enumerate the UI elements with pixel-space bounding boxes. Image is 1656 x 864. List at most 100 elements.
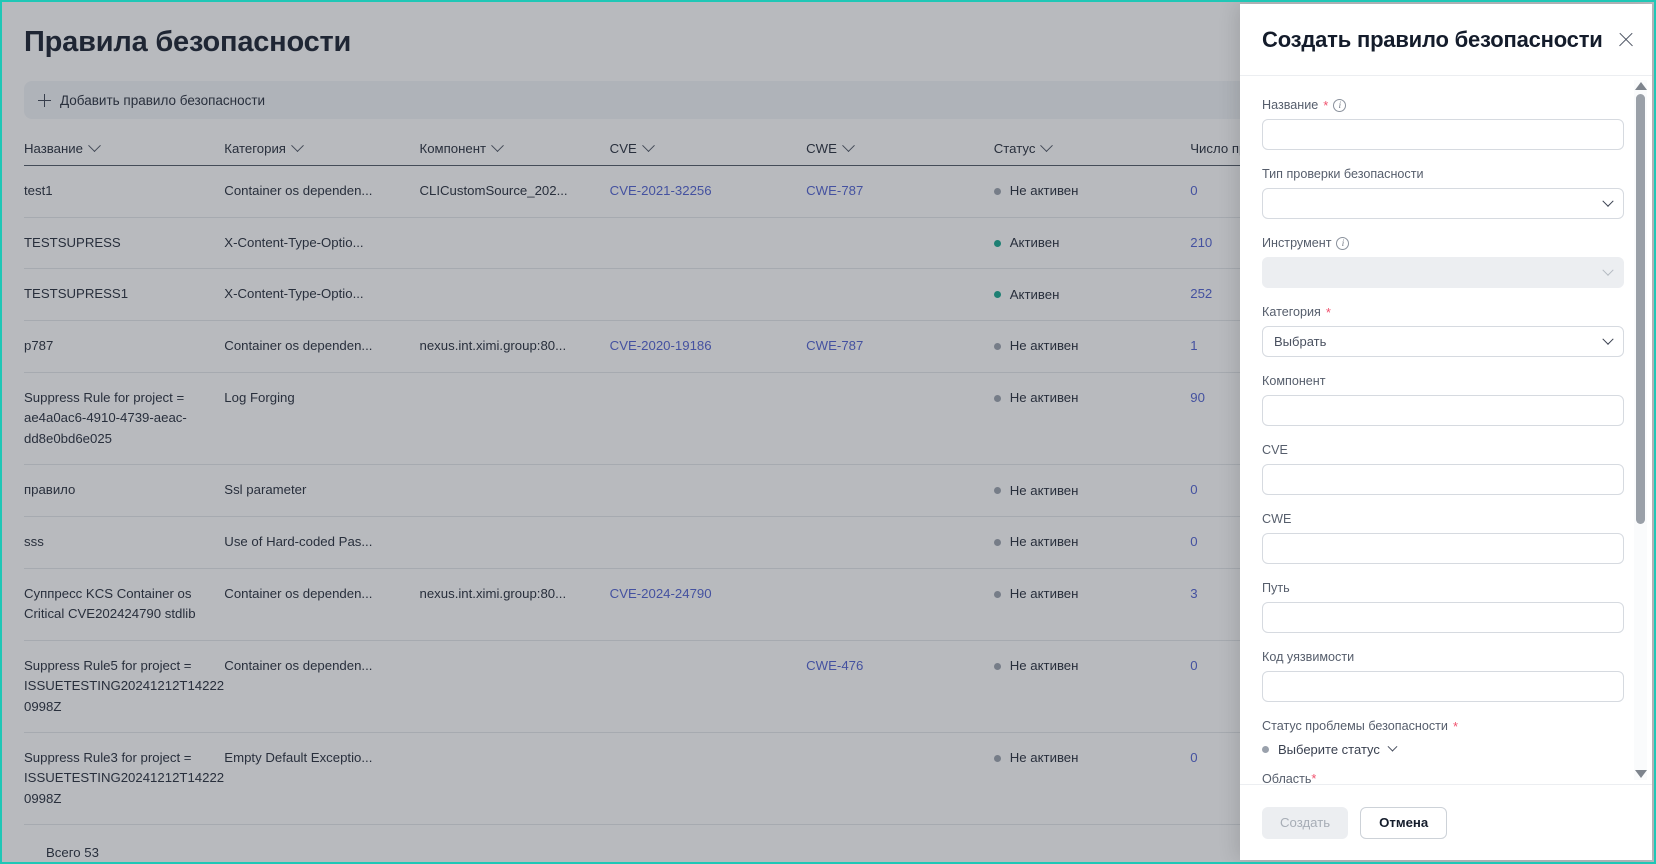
panel-scrollbar[interactable]	[1634, 80, 1647, 780]
cell-category: Container os dependen...	[224, 568, 420, 641]
info-icon[interactable]: i	[1336, 236, 1350, 250]
field-tool-label-text: Инструмент	[1262, 236, 1332, 250]
cell-cve: CVE-2024-24790	[609, 568, 807, 641]
status-dot-icon	[993, 291, 1001, 299]
column-header-cve[interactable]: CVE	[609, 139, 807, 166]
status-label: Не активен	[1009, 390, 1079, 406]
cell-cve	[609, 268, 807, 322]
cell-category: Empty Default Exceptio...	[224, 732, 420, 826]
cve-input[interactable]	[1262, 464, 1624, 495]
column-header-name[interactable]: Название	[24, 139, 225, 166]
status-badge: Не активен	[993, 584, 1078, 604]
column-header-component[interactable]: Компонент	[419, 139, 610, 166]
required-marker: *	[1452, 718, 1459, 734]
field-category: Категория * Выбрать	[1262, 305, 1624, 357]
cell-name: TESTSUPRESS1	[24, 268, 225, 322]
rule-usage-link[interactable]: 0	[1190, 183, 1198, 198]
cell-cwe	[806, 372, 994, 466]
component-input[interactable]	[1262, 395, 1624, 426]
column-header-category[interactable]: Категория	[224, 139, 420, 166]
category-value: Выбрать	[1274, 334, 1327, 349]
page-title: Правила безопасности	[24, 26, 352, 58]
field-issue-status: Статус проблемы безопасности * Выберите с…	[1262, 719, 1624, 758]
column-header-name-label: Название	[24, 141, 83, 156]
tool-select	[1262, 257, 1624, 288]
cwe-input[interactable]	[1262, 533, 1624, 564]
rule-cve-link[interactable]: CVE-2021-32256	[609, 183, 712, 198]
status-dot-icon	[993, 343, 1001, 351]
field-issue-status-label-text: Статус проблемы безопасности	[1262, 719, 1448, 733]
field-cve: CVE	[1262, 443, 1624, 495]
rule-usage-link[interactable]: 252	[1190, 286, 1213, 302]
cell-cwe	[806, 268, 994, 322]
rule-cve-link[interactable]: CVE-2020-19186	[609, 338, 712, 354]
cell-cve	[609, 217, 807, 270]
rule-usage-link[interactable]: 210	[1190, 234, 1213, 250]
status-badge: Не активен	[993, 481, 1078, 501]
rule-usage-link[interactable]: 0	[1190, 534, 1198, 550]
status-dot-icon	[993, 394, 1001, 402]
cell-status: Не активен	[993, 165, 1191, 218]
cell-name: test1	[24, 165, 225, 218]
scroll-down-arrow-icon[interactable]	[1634, 770, 1647, 778]
cell-component	[419, 464, 610, 518]
column-header-status[interactable]: Статус	[993, 139, 1191, 166]
cell-component	[419, 217, 610, 270]
rule-name-text: Суппресс KCS Container os Critical CVE20…	[24, 585, 196, 622]
rule-usage-link[interactable]: 0	[1190, 657, 1198, 673]
scrollbar-thumb[interactable]	[1636, 94, 1645, 524]
rule-name-text: p787	[24, 338, 54, 354]
cell-status: Не активен	[993, 372, 1191, 466]
cell-name: Suppress Rule for project = ae4a0ac6-491…	[24, 372, 225, 466]
cell-cwe: CWE-787	[806, 165, 994, 218]
rule-cwe-link[interactable]: CWE-476	[806, 657, 864, 673]
rule-cwe-link[interactable]: CWE-787	[806, 338, 864, 354]
rule-name-text: TESTSUPRESS1	[24, 286, 129, 302]
cell-component	[419, 640, 610, 734]
cell-status: Не активен	[993, 516, 1191, 569]
rule-usage-link[interactable]: 90	[1190, 389, 1205, 405]
required-marker: *	[1311, 772, 1317, 784]
info-icon[interactable]: i	[1333, 98, 1347, 112]
check-type-select[interactable]	[1262, 188, 1624, 219]
cell-status: Не активен	[993, 640, 1191, 734]
panel-header: Создать правило безопасности	[1240, 4, 1652, 76]
rule-cwe-link[interactable]: CWE-787	[806, 183, 864, 198]
field-category-label-text: Категория	[1262, 305, 1321, 319]
field-cve-label: CVE	[1262, 443, 1624, 457]
status-badge: Не активен	[993, 181, 1078, 201]
rule-usage-link[interactable]: 3	[1190, 585, 1198, 601]
status-dot-icon	[993, 662, 1001, 670]
field-name: Название * i	[1262, 98, 1624, 150]
rule-name-text: Suppress Rule5 for project = ISSUETESTIN…	[24, 657, 225, 714]
status-badge: Активен	[993, 285, 1059, 305]
create-button[interactable]: Создать	[1262, 806, 1349, 839]
issue-status-select[interactable]: Выберите статус	[1262, 740, 1398, 757]
status-badge: Не активен	[993, 532, 1078, 552]
cell-status: Не активен	[993, 464, 1191, 518]
cell-component	[419, 732, 610, 826]
add-security-rule-button[interactable]: Добавить правило безопасности	[38, 93, 265, 108]
rule-usage-link[interactable]: 0	[1190, 482, 1198, 498]
scroll-up-arrow-icon[interactable]	[1634, 82, 1647, 90]
cell-name: Suppress Rule3 for project = ISSUETESTIN…	[24, 732, 225, 826]
chevron-down-icon	[1602, 195, 1614, 207]
name-input[interactable]	[1262, 119, 1624, 150]
category-select[interactable]: Выбрать	[1262, 326, 1624, 357]
path-input[interactable]	[1262, 602, 1624, 633]
status-dot-icon	[993, 755, 1001, 763]
field-vulnerability-code: Код уязвимости	[1262, 650, 1624, 702]
rule-cve-link[interactable]: CVE-2024-24790	[609, 585, 712, 601]
rule-usage-link[interactable]: 1	[1190, 338, 1198, 354]
cancel-button[interactable]: Отмена	[1360, 806, 1448, 839]
cell-cwe: CWE-787	[806, 320, 994, 373]
cell-component: CLICustomSource_202...	[419, 165, 610, 218]
vulnerability-code-input[interactable]	[1262, 671, 1624, 702]
rule-name-text: Suppress Rule for project = ae4a0ac6-491…	[24, 389, 187, 446]
column-header-cwe[interactable]: CWE	[806, 139, 994, 166]
field-scope-label: Область*	[1262, 772, 1316, 784]
cell-cve: CVE-2020-19186	[609, 320, 807, 373]
rule-usage-link[interactable]: 0	[1190, 750, 1198, 766]
close-icon[interactable]	[1614, 28, 1638, 52]
